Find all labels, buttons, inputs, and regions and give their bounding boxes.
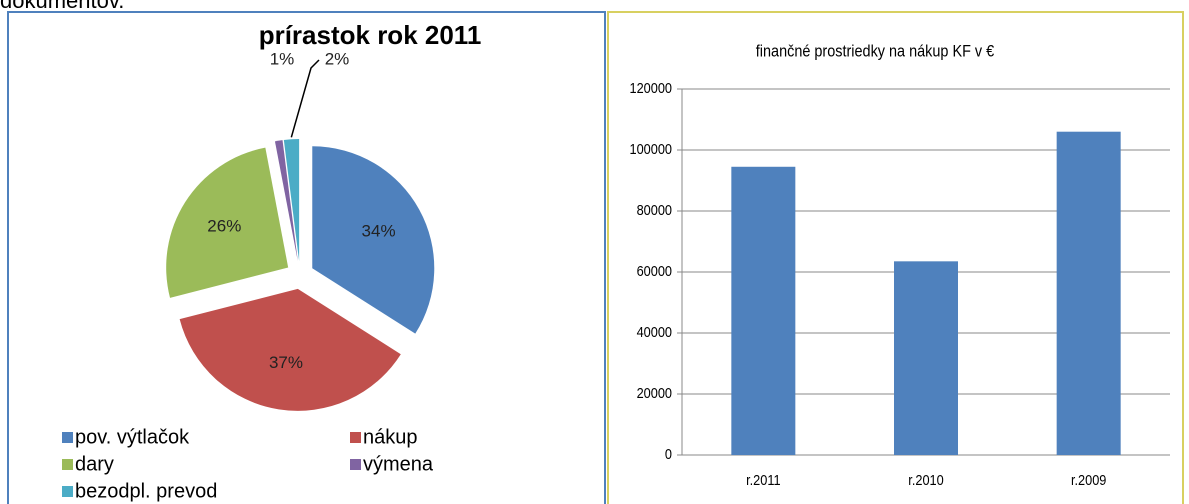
pie-slice <box>179 288 401 411</box>
leader-line <box>290 59 320 138</box>
pie-slice <box>312 146 435 334</box>
x-tick-label: r.2009 <box>1071 471 1107 488</box>
pie-slice <box>274 140 298 262</box>
data-label: 37% <box>269 353 303 372</box>
pie-slice <box>166 147 289 298</box>
y-tick-label: 60000 <box>637 262 673 279</box>
data-label: 34% <box>362 221 396 240</box>
legend-label: nákup <box>363 426 418 448</box>
pie-slice <box>283 139 300 262</box>
legend-swatch <box>62 486 73 497</box>
legend-label: pov. výtlačok <box>75 426 190 448</box>
legend-label: výmena <box>363 453 434 475</box>
legend-label: bezodpl. prevod <box>75 480 217 502</box>
data-label: 26% <box>207 216 241 235</box>
x-tick-label: r.2011 <box>746 471 781 488</box>
bar <box>894 261 958 455</box>
x-tick-label: r.2010 <box>908 471 944 488</box>
legend-swatch <box>350 459 361 470</box>
header-text: dokumentov. <box>0 0 124 13</box>
pie-panel <box>7 11 606 504</box>
bar <box>1056 131 1121 455</box>
legend-swatch <box>62 432 73 443</box>
data-label: 1% <box>270 49 295 68</box>
legend-label: dary <box>75 453 114 475</box>
y-tick-label: 100000 <box>629 140 672 157</box>
y-tick-label: 80000 <box>637 201 673 218</box>
legend-swatch <box>350 432 361 443</box>
y-tick-label: 20000 <box>637 384 673 401</box>
data-label: 2% <box>325 49 350 68</box>
y-tick-label: 120000 <box>629 79 672 96</box>
y-tick-label: 0 <box>665 445 672 462</box>
legend-swatch <box>62 459 73 470</box>
bar <box>731 166 796 455</box>
bar-title: finančné prostriedky na nákup KF v € <box>756 42 995 60</box>
pie-title: prírastok rok 2011 <box>259 20 482 50</box>
y-tick-label: 40000 <box>637 323 673 340</box>
